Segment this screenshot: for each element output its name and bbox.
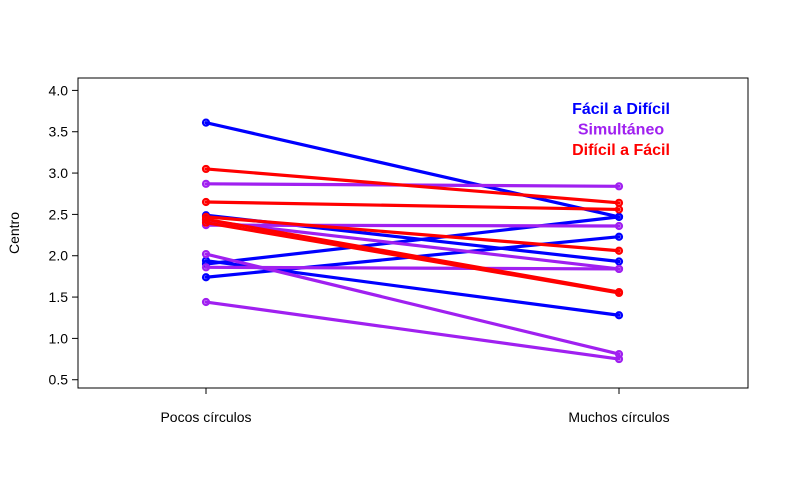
series-segment xyxy=(204,215,621,253)
series-segment xyxy=(204,221,621,295)
y-tick-label: 2.0 xyxy=(49,248,69,264)
y-tick-label: 1.0 xyxy=(49,330,69,346)
data-point xyxy=(614,264,624,274)
series-segment xyxy=(204,265,621,271)
series-segment xyxy=(204,200,621,212)
data-point xyxy=(201,118,211,127)
series-layer xyxy=(201,118,624,364)
legend-entry: Simultáneo xyxy=(578,122,664,139)
series-line xyxy=(201,249,624,359)
series-segment xyxy=(204,252,621,356)
data-point xyxy=(614,288,624,298)
data-point xyxy=(614,221,624,231)
series-segment xyxy=(204,300,621,361)
series-segment xyxy=(204,121,621,219)
x-tick-label: Pocos círculos xyxy=(160,409,251,425)
data-point xyxy=(201,263,211,272)
data-point xyxy=(614,232,624,241)
series-line xyxy=(201,297,624,364)
data-point xyxy=(201,218,211,227)
data-point xyxy=(614,246,624,255)
data-point xyxy=(201,164,211,174)
y-tick-label: 1.5 xyxy=(49,289,69,305)
data-point xyxy=(201,197,211,207)
series-segment xyxy=(204,167,621,205)
y-tick-label: 3.5 xyxy=(49,124,69,140)
series-segment xyxy=(204,219,621,271)
legend-entry: Difícil a Fácil xyxy=(572,142,670,159)
series-line xyxy=(201,197,624,214)
data-point xyxy=(201,179,211,188)
legend-entry: Fácil a Difícil xyxy=(572,101,670,118)
y-tick-label: 0.5 xyxy=(49,372,69,388)
series-line xyxy=(201,218,624,298)
y-tick-label: 3.0 xyxy=(49,165,69,181)
data-point xyxy=(614,205,624,214)
data-point xyxy=(201,297,211,307)
data-point xyxy=(614,182,624,191)
series-line xyxy=(201,263,624,274)
x-axis: Pocos círculos Muchos círculos xyxy=(160,387,670,425)
y-tick-label: 4.0 xyxy=(49,82,69,98)
y-tick-label: 2.5 xyxy=(49,206,69,222)
series-segment xyxy=(204,223,621,228)
data-point xyxy=(614,311,624,320)
data-point xyxy=(614,257,624,266)
data-point xyxy=(201,249,211,259)
y-axis-title: Centro xyxy=(6,212,22,254)
data-point xyxy=(201,273,211,282)
data-point xyxy=(614,212,624,221)
y-axis: 0.5 1.0 1.5 2.0 2.5 3.0 3.5 4.0 xyxy=(49,82,79,388)
legend: Fácil a Difícil Simultáneo Difícil a Fácil xyxy=(572,101,670,159)
data-point xyxy=(614,354,624,364)
x-tick-label: Muchos círculos xyxy=(568,409,669,425)
